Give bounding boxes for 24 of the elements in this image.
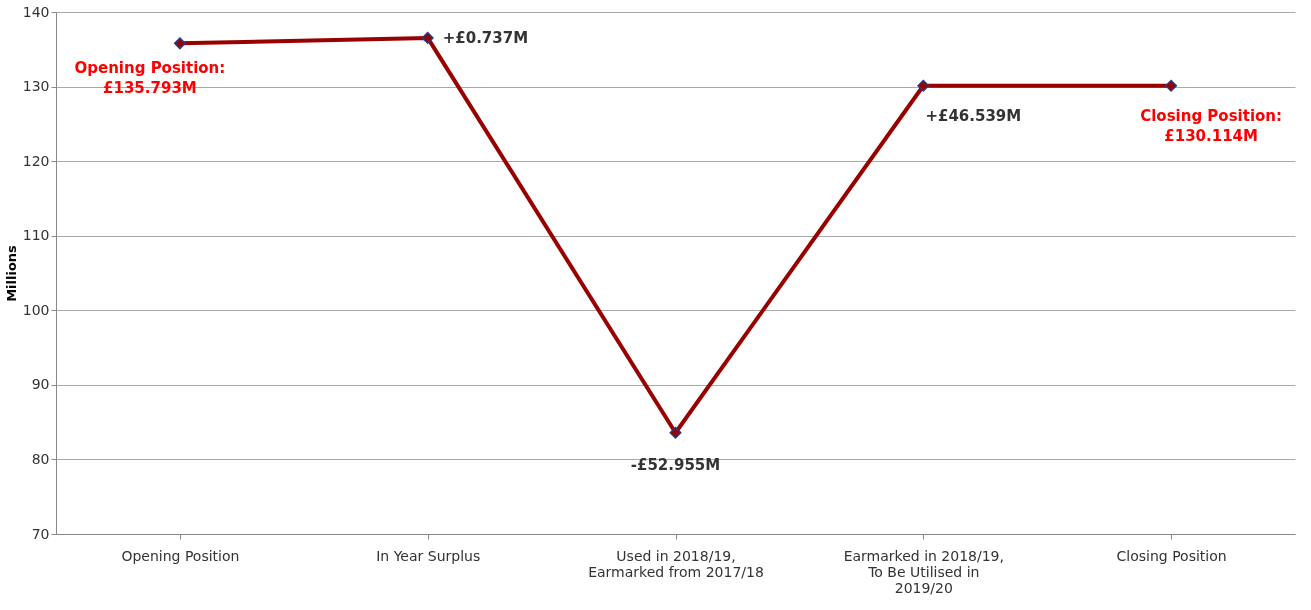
y-tick-label: 100 [22,301,50,318]
x-tick-label: In Year Surplus [376,547,481,564]
point [173,37,186,50]
annotation: +£0.737M [442,28,529,47]
x-tick-label: Earmarked in 2018/19, To Be Utilised in 2019/20 [843,547,1004,596]
y-tick-label: 130 [22,78,50,95]
point [669,426,682,439]
y-tick-label: 140 [22,3,50,20]
y-tick-label: 110 [22,227,50,244]
y-tick-label: 120 [22,152,50,169]
point [421,31,434,44]
annotation: +£46.539M [925,106,1022,125]
y-tick-label: 80 [31,450,50,467]
y-axis-title: Millions [3,244,19,302]
x-tick-label: Opening Position [121,547,240,564]
annotation: -£52.955M [630,455,721,474]
point [917,79,930,92]
x-tick-label: Used in 2018/19, Earmarked from 2017/18 [588,547,764,580]
point [1165,79,1178,92]
x-tick-label: Closing Position [1116,547,1227,564]
annotation: Opening Position: £135.793M [74,59,226,98]
annotation: Closing Position: £130.114M [1140,106,1283,145]
y-tick-label: 90 [31,376,50,393]
y-tick-label: 70 [31,525,50,542]
